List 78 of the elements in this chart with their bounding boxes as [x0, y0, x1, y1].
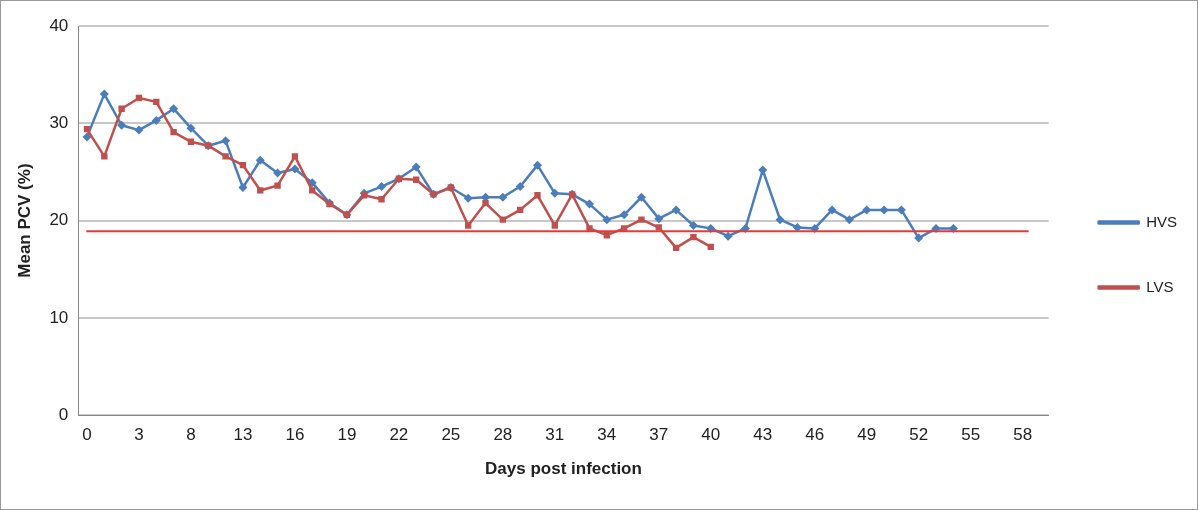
- point: [671, 205, 681, 215]
- point: [723, 231, 733, 241]
- x-tick-label: 3: [134, 425, 144, 445]
- point: [792, 222, 802, 232]
- point: [118, 105, 125, 112]
- point: [879, 205, 889, 215]
- point: [688, 220, 698, 230]
- point: [463, 193, 473, 203]
- point: [532, 160, 542, 170]
- x-tick-label: 49: [857, 425, 877, 445]
- x-tick-label: 0: [82, 425, 92, 445]
- y-tick-label: 0: [58, 404, 69, 424]
- x-tick-label: 40: [701, 425, 721, 445]
- point: [273, 168, 283, 178]
- point: [638, 216, 645, 223]
- point: [584, 199, 594, 209]
- y-tick-label: 20: [49, 210, 69, 230]
- point: [134, 125, 144, 135]
- x-tick-label: 22: [389, 425, 409, 445]
- point: [378, 196, 385, 203]
- point: [690, 233, 697, 241]
- point: [170, 128, 177, 136]
- y-axis-title: Mean PCV (%): [14, 163, 34, 278]
- point: [465, 222, 472, 229]
- x-tick-label: 13: [233, 425, 253, 445]
- x-tick-label: 46: [805, 425, 825, 445]
- point: [290, 164, 300, 174]
- point: [291, 153, 299, 160]
- point: [499, 216, 507, 223]
- point: [551, 222, 558, 229]
- x-tick-label: 55: [961, 425, 981, 445]
- point: [255, 155, 265, 165]
- x-tick-label: 8: [186, 425, 196, 445]
- point: [221, 136, 231, 146]
- point: [101, 153, 108, 160]
- point: [775, 215, 785, 225]
- point: [377, 182, 387, 192]
- point: [169, 104, 179, 114]
- x-tick-label: 52: [909, 425, 929, 445]
- point: [844, 215, 854, 225]
- x-tick-label: 43: [753, 425, 773, 445]
- y-tick-label: 10: [49, 307, 69, 327]
- point: [222, 153, 229, 160]
- point: [636, 192, 646, 202]
- point: [914, 233, 924, 243]
- point: [482, 199, 489, 207]
- point: [411, 162, 421, 172]
- legend-label: LVS: [1146, 277, 1174, 295]
- x-axis-title: Days post infection: [485, 459, 642, 479]
- x-tick-label: 58: [1013, 425, 1033, 445]
- point: [534, 192, 541, 199]
- point: [82, 132, 92, 142]
- point: [827, 205, 837, 215]
- x-tick-label: 34: [597, 425, 617, 445]
- point: [498, 192, 508, 202]
- point: [707, 243, 714, 251]
- x-tick-label: 37: [649, 425, 669, 445]
- x-tick-label: 31: [545, 425, 565, 445]
- x-tick-label: 19: [337, 425, 357, 445]
- x-tick-label: 28: [493, 425, 513, 445]
- point: [151, 115, 161, 125]
- y-tick-label: 40: [49, 15, 69, 35]
- point: [550, 188, 560, 198]
- point: [309, 187, 316, 194]
- x-tick-label: 25: [441, 425, 461, 445]
- y-tick-label: 30: [49, 112, 69, 132]
- point: [117, 120, 127, 130]
- point: [515, 182, 525, 192]
- point: [654, 214, 664, 224]
- point: [602, 215, 612, 225]
- point: [99, 89, 109, 99]
- point: [619, 210, 629, 220]
- point: [186, 123, 196, 133]
- legend-label: HVS: [1146, 212, 1177, 230]
- point: [257, 187, 264, 194]
- point: [238, 183, 248, 193]
- x-tick-label: 16: [285, 425, 305, 445]
- point: [274, 182, 281, 189]
